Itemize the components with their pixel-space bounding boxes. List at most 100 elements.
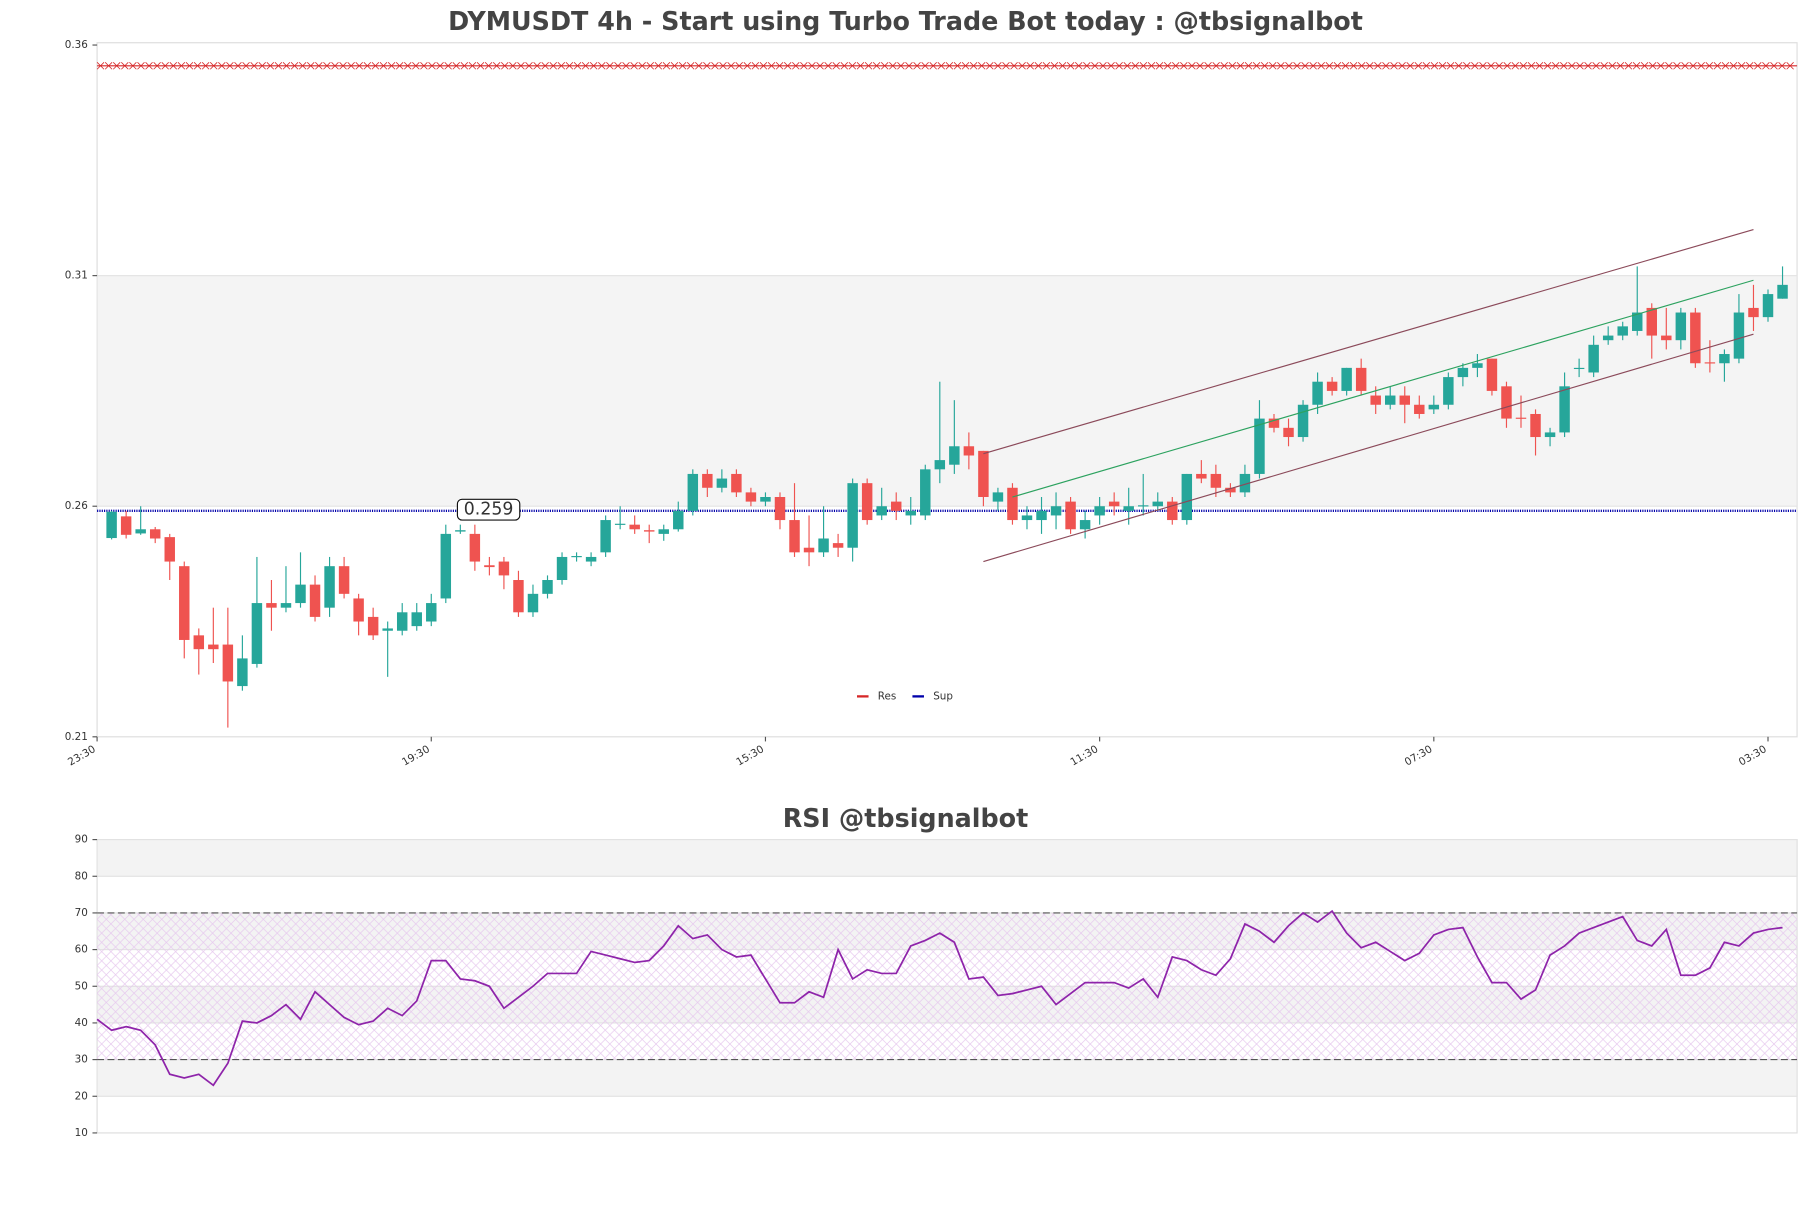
candle-body [251, 603, 263, 664]
candle-body [1123, 506, 1134, 511]
candle-body [1472, 363, 1483, 368]
candle-body [1443, 377, 1454, 405]
candle-body [1748, 307, 1759, 318]
candle-body [1777, 284, 1788, 299]
candle-body [1079, 520, 1091, 530]
candle-body [295, 584, 306, 604]
candle-body [760, 496, 771, 502]
candle-body [978, 450, 989, 497]
candle-body [949, 446, 960, 465]
y-tick-label: 80 [75, 870, 88, 882]
candle-body [513, 580, 524, 613]
candle-body [934, 460, 946, 470]
candle-body [426, 603, 437, 622]
candle-body [1312, 381, 1323, 405]
candle-body [963, 446, 975, 456]
candle-body [338, 566, 350, 594]
candle-body [1733, 312, 1745, 359]
candle-body [556, 556, 568, 581]
rsi-line [96, 909, 1783, 1087]
candle-body [920, 469, 931, 516]
rsi-hatch [97, 912, 1798, 1060]
candle-body [1167, 501, 1178, 521]
y-tick-label: 30 [75, 1054, 88, 1066]
candle-body [542, 580, 553, 594]
candle-body [1355, 367, 1367, 391]
candle-body [1297, 404, 1309, 438]
y-tick-label: 0.36 [65, 39, 88, 51]
candle-body [890, 501, 902, 511]
candle-body [396, 612, 408, 631]
candle-body [716, 478, 728, 488]
candle-body [1385, 395, 1396, 405]
candle-body [1559, 386, 1570, 433]
rsi-band [96, 839, 1798, 877]
candle-body [1399, 395, 1410, 405]
candle-body [1602, 335, 1614, 341]
candle-body [1661, 335, 1672, 341]
candle-body [745, 492, 757, 502]
candle-body [1428, 404, 1440, 410]
candle-body [702, 473, 713, 488]
candle-body [1762, 294, 1774, 318]
candle-body [498, 561, 510, 576]
legend-label: Sup [933, 690, 953, 702]
x-tick-label: 03:30 [1737, 743, 1769, 768]
y-tick-label: 0.31 [65, 270, 88, 282]
candle-body [600, 520, 611, 553]
candle-body [847, 483, 858, 548]
candle-body [455, 530, 466, 532]
candle-body [643, 530, 655, 532]
candle-body [179, 566, 190, 640]
candle-body [1646, 307, 1657, 336]
support-label: 0.259 [464, 500, 514, 520]
candle-body [353, 598, 364, 622]
x-tick-label: 11:30 [1068, 743, 1100, 768]
candle-body [120, 516, 132, 535]
candle-body [1675, 312, 1687, 341]
y-tick-label: 20 [75, 1090, 88, 1102]
x-tick-label: 15:30 [734, 743, 766, 768]
candle-body [1414, 404, 1425, 414]
candle-body [1065, 501, 1076, 530]
candle-body [687, 473, 699, 511]
candle-body [1457, 367, 1469, 378]
candle-body [1704, 362, 1716, 364]
candle-body [1515, 417, 1527, 419]
candle-body [280, 603, 292, 608]
y-tick-label: 70 [75, 907, 88, 919]
candle-body [629, 524, 640, 530]
candle-body [484, 565, 495, 568]
candle-body [992, 492, 1004, 502]
candle-body [1573, 367, 1585, 370]
candle-body [1181, 473, 1193, 521]
candle-body [411, 612, 422, 627]
y-tick-label: 40 [75, 1017, 88, 1029]
candle-body [222, 644, 234, 682]
candle-body [1370, 395, 1381, 405]
candle-body [1196, 473, 1207, 479]
candle-body [585, 556, 597, 562]
chart-title: DYMUSDT 4h - Start using Turbo Trade Bot… [448, 6, 1363, 36]
candle-body [1210, 473, 1222, 488]
candle-body [1050, 506, 1062, 516]
candle-body [571, 556, 582, 558]
candle-body [789, 520, 800, 553]
candle-body [1690, 312, 1701, 364]
candle-body [1632, 312, 1643, 331]
candle-body [1588, 344, 1599, 373]
y-tick-label: 0.21 [65, 731, 88, 743]
candle-body [440, 533, 452, 599]
candle-body [861, 483, 873, 521]
candle-body [208, 644, 219, 650]
candle-body [266, 603, 277, 608]
candle-body [1225, 487, 1236, 493]
y-tick-label: 10 [75, 1127, 88, 1139]
candle-body [905, 510, 916, 516]
candle-body [1268, 418, 1280, 428]
candle-body [818, 538, 829, 553]
candle-body [658, 529, 669, 534]
candle-body [106, 511, 117, 539]
candle-body [614, 523, 626, 525]
